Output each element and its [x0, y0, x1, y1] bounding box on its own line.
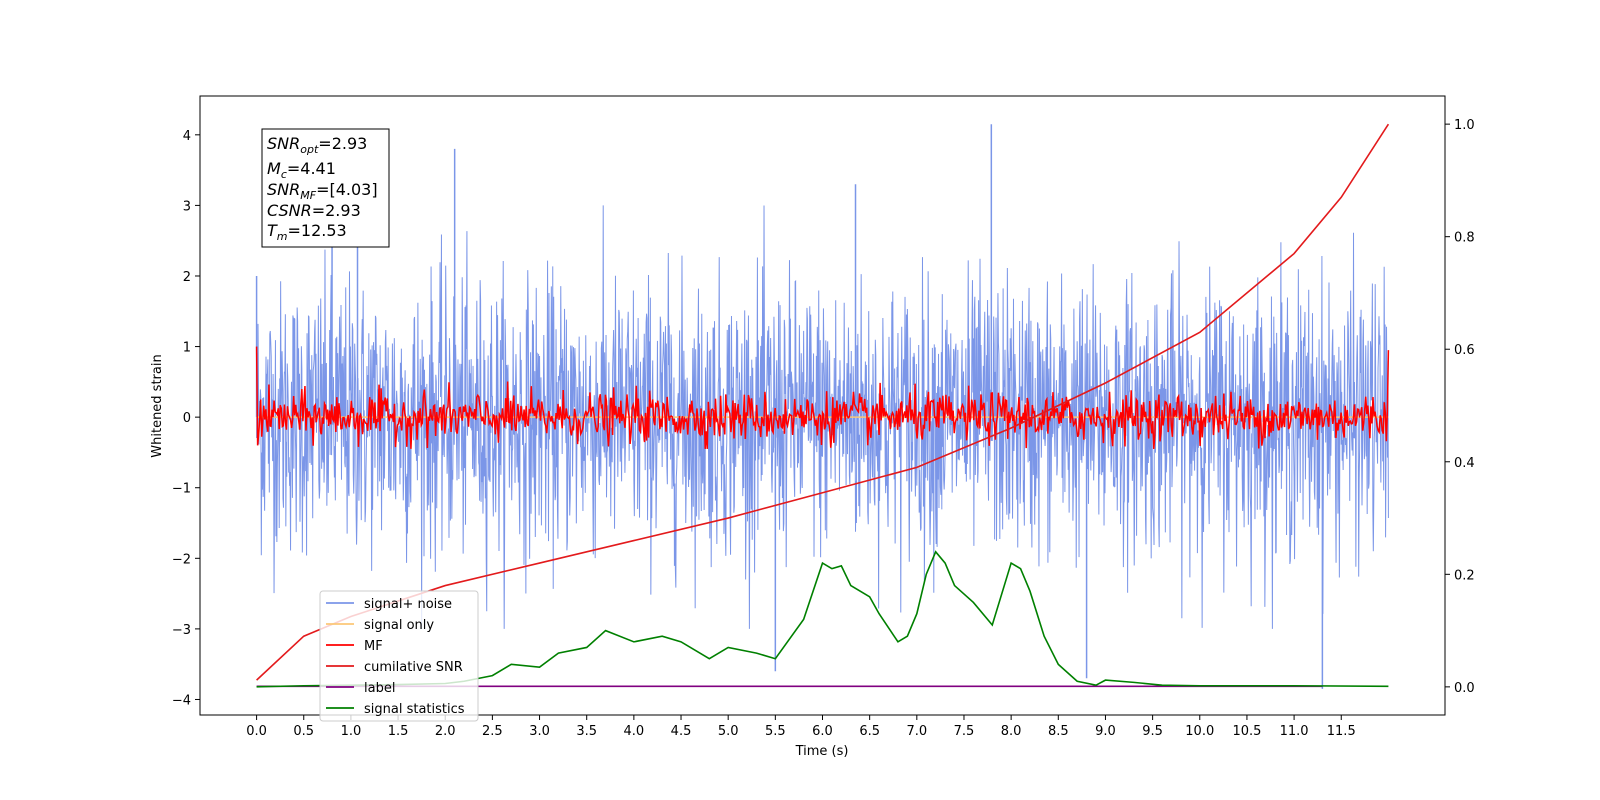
x-tick-label: 7.0 — [906, 724, 927, 739]
x-tick-label: 2.0 — [435, 724, 456, 739]
y-axis-left: 4 3 2 1 0 −1 −2 −3 −4 — [172, 129, 200, 708]
y-tick-label: 2 — [183, 270, 191, 285]
x-tick-label: 10.0 — [1185, 724, 1214, 739]
legend-label: MF — [364, 639, 383, 654]
info-mc: Mc=4.41 — [267, 159, 336, 181]
x-tick-label: 8.5 — [1048, 724, 1069, 739]
x-tick-label: 7.5 — [954, 724, 975, 739]
y-axis-right: 1.0 0.8 0.6 0.4 0.2 0.0 — [1445, 118, 1475, 696]
x-tick-label: 4.0 — [624, 724, 645, 739]
info-tm: Tm=12.53 — [267, 221, 347, 243]
x-tick-label: 6.5 — [859, 724, 880, 739]
y-right-tick-label: 0.8 — [1454, 231, 1475, 246]
x-tick-label: 9.0 — [1095, 724, 1116, 739]
info-csnr: CSNR=2.93 — [267, 201, 361, 220]
x-tick-label: 5.5 — [765, 724, 786, 739]
x-tick-label: 8.0 — [1001, 724, 1022, 739]
x-tick-label: 5.0 — [718, 724, 739, 739]
x-tick-label: 11.0 — [1280, 724, 1309, 739]
x-tick-label: 3.0 — [529, 724, 550, 739]
y-right-tick-label: 0.2 — [1454, 568, 1475, 583]
info-snr-mf: SNRMF=[4.03] — [267, 180, 378, 202]
legend-label: signal+ noise — [364, 597, 452, 612]
info-box-frame — [261, 128, 390, 248]
y-tick-label: −2 — [172, 552, 191, 567]
legend-frame — [319, 590, 479, 722]
info-snr-opt: SNRopt=2.93 — [267, 134, 367, 156]
x-tick-label: 1.5 — [388, 724, 409, 739]
x-tick-label: 6.0 — [812, 724, 833, 739]
info-box: SNRopt=2.93 Mc=4.41 SNRMF=[4.03] CSNR=2.… — [261, 128, 390, 248]
y-right-tick-label: 0.6 — [1454, 343, 1475, 358]
legend-label: label — [364, 681, 395, 696]
x-tick-label: 0.0 — [246, 724, 267, 739]
x-axis: 0.0 0.5 1.0 1.5 2.0 2.5 3.0 3.5 4.0 4.5 5.0 5.5 6.0 6… — [246, 715, 1356, 739]
x-tick-label: 2.5 — [482, 724, 503, 739]
y-right-tick-label: 0.0 — [1454, 681, 1475, 696]
y-tick-label: 0 — [183, 411, 191, 426]
legend-label: signal only — [364, 618, 434, 633]
x-tick-label: 1.0 — [341, 724, 362, 739]
y-right-tick-label: 0.4 — [1454, 456, 1475, 471]
y-tick-label: −3 — [172, 623, 191, 638]
y-right-tick-label: 1.0 — [1454, 118, 1475, 133]
y-tick-label: −1 — [172, 482, 191, 497]
x-tick-label: 10.5 — [1232, 724, 1261, 739]
x-tick-label: 3.5 — [576, 724, 597, 739]
legend-label: signal statistics — [364, 702, 465, 717]
x-tick-label: 0.5 — [293, 724, 314, 739]
x-tick-label: 9.5 — [1142, 724, 1163, 739]
signal-statistics-line — [256, 550, 1389, 688]
legend: signal+ noise signal only MF cumilative SNR… — [319, 590, 479, 722]
mf-line — [255, 346, 1390, 449]
y-axis-label: Whitened strain — [150, 354, 165, 457]
y-tick-label: 3 — [183, 199, 191, 214]
y-tick-label: 1 — [183, 341, 191, 356]
x-tick-label: 11.5 — [1327, 724, 1356, 739]
plot-area — [255, 123, 1390, 689]
y-tick-label: −4 — [172, 693, 191, 708]
legend-label: cumilative SNR — [364, 660, 463, 675]
x-axis-label: Time (s) — [795, 744, 849, 759]
y-tick-label: 4 — [183, 129, 191, 144]
x-tick-label: 4.5 — [671, 724, 692, 739]
